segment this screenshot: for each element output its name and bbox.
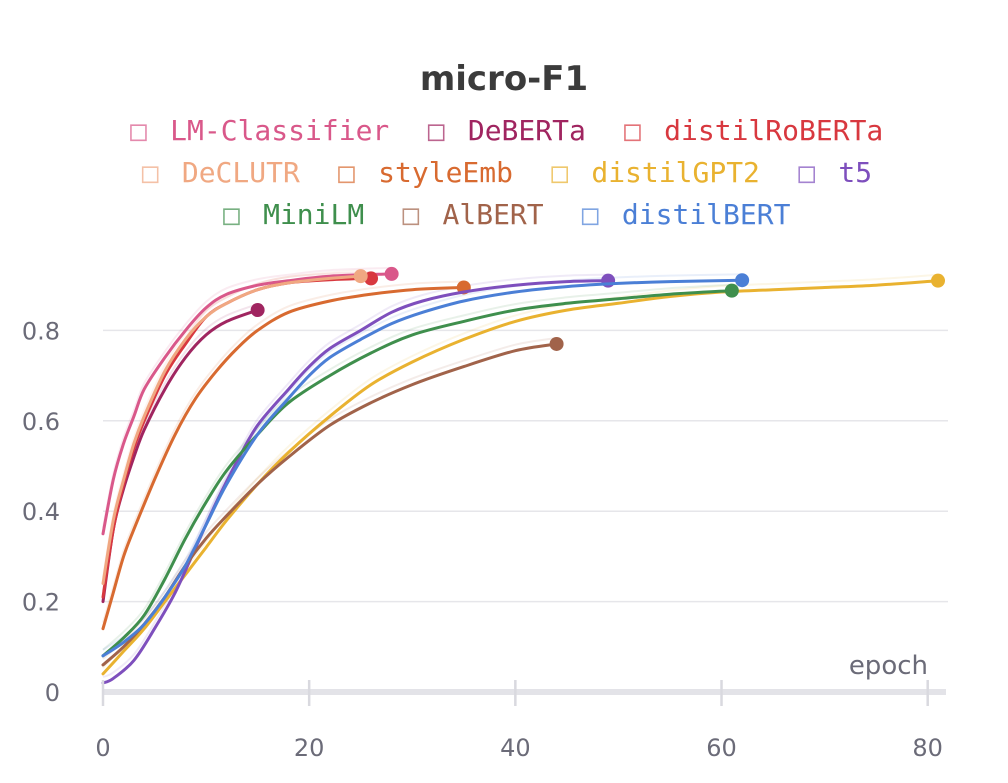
series-end-point[interactable] (724, 283, 739, 298)
axes: 0 20 40 60 80 (95, 680, 946, 762)
y-tick-label: 0.8 (22, 317, 60, 345)
legend-label: distilRoBERTa (664, 114, 883, 147)
legend-swatch-icon: □ (798, 156, 815, 189)
series-line[interactable] (101, 279, 610, 685)
series-raw-line (102, 266, 392, 528)
x-tick-label: 80 (912, 734, 943, 762)
x-axis-title: epoch (849, 651, 928, 681)
series-end-point[interactable] (250, 303, 265, 318)
legend-swatch-icon: □ (624, 114, 641, 147)
legend-label: DeBERTa (468, 114, 586, 147)
legend-item[interactable]: □ distilBERT (582, 198, 791, 231)
legend-item[interactable]: □ DeBERTa (428, 114, 586, 147)
series-line[interactable] (101, 342, 559, 667)
legend-label: AlBERT (443, 198, 544, 231)
series-line[interactable] (101, 289, 734, 658)
series-line[interactable] (101, 278, 744, 658)
series-line[interactable] (101, 274, 363, 585)
legend-swatch-icon: □ (338, 156, 355, 189)
series-line[interactable] (101, 286, 466, 631)
y-tick-label: 0.6 (22, 408, 60, 436)
faint-runs (102, 266, 939, 678)
series-lines (101, 266, 945, 685)
legend-item[interactable]: □ DeCLUTR (142, 156, 300, 189)
legend-item[interactable]: □ distilRoBERTa (624, 114, 883, 147)
y-tick-label: 0.4 (22, 498, 60, 526)
legend-item[interactable]: □ styleEmb (338, 156, 513, 189)
legend-swatch-icon: □ (223, 198, 240, 231)
legend-label: distilBERT (622, 198, 791, 231)
series-raw-line (102, 337, 557, 660)
legend: □ LM-Classifier □ DeBERTa □ distilRoBERTa □ DeC… (130, 114, 883, 231)
grid: 0 0.2 0.4 0.6 0.8 (22, 317, 948, 707)
series-raw-line (102, 283, 732, 651)
legend-swatch-icon: □ (582, 198, 599, 231)
legend-item[interactable]: □ LM-Classifier (130, 114, 389, 147)
series-raw-line (102, 280, 464, 623)
legend-item[interactable]: □ t5 (798, 156, 872, 189)
legend-swatch-icon: □ (142, 156, 159, 189)
legend-label: LM-Classifier (170, 114, 389, 147)
series-end-point[interactable] (931, 273, 945, 288)
series-end-point[interactable] (549, 336, 564, 351)
y-tick-label: 0 (45, 679, 60, 707)
legend-swatch-icon: □ (403, 198, 420, 231)
series-end-point[interactable] (735, 273, 750, 288)
x-tick-label: 40 (500, 734, 531, 762)
legend-swatch-icon: □ (130, 114, 147, 147)
chart-title: micro-F1 (420, 59, 588, 99)
series-line[interactable] (101, 276, 373, 599)
series-end-point[interactable] (353, 269, 368, 284)
series-line[interactable] (101, 279, 940, 676)
x-tick-label: 60 (706, 734, 737, 762)
x-tick-label: 0 (95, 734, 110, 762)
series-raw-line (102, 269, 361, 578)
legend-swatch-icon: □ (551, 156, 568, 189)
legend-label: DeCLUTR (182, 156, 300, 189)
legend-item[interactable]: □ AlBERT (403, 198, 544, 231)
legend-item[interactable]: □ MiniLM (223, 198, 364, 231)
legend-label: distilGPT2 (591, 156, 760, 189)
y-tick-label: 0.2 (22, 589, 60, 617)
series-line[interactable] (101, 272, 394, 536)
legend-label: MiniLM (263, 198, 364, 231)
legend-item[interactable]: □ distilGPT2 (551, 156, 760, 189)
legend-label: styleEmb (378, 156, 513, 189)
series-end-point[interactable] (384, 266, 399, 281)
x-tick-label: 20 (294, 734, 325, 762)
legend-label: t5 (838, 156, 872, 189)
legend-swatch-icon: □ (428, 114, 445, 147)
